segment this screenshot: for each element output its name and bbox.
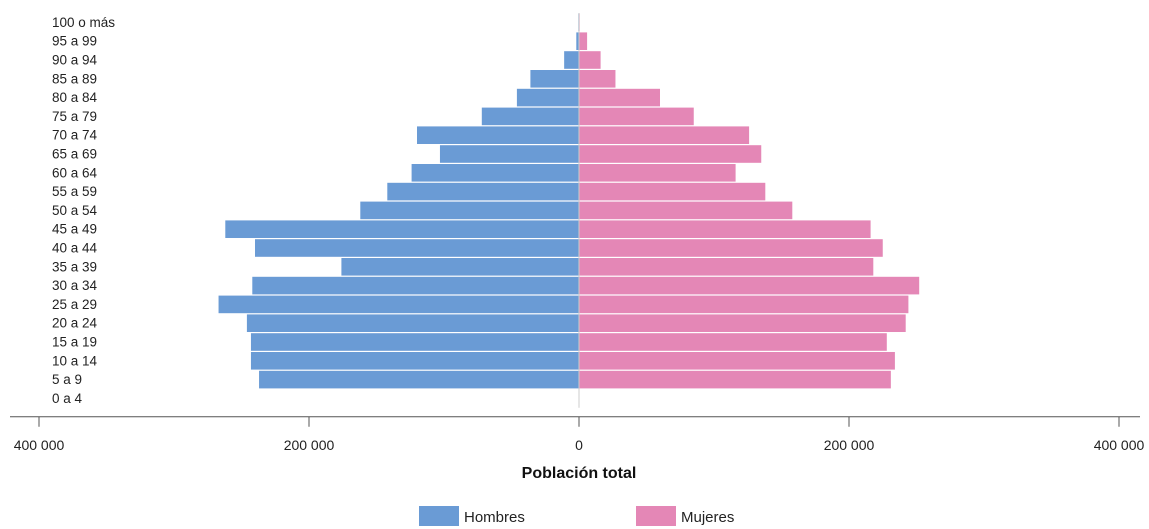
age-group-label: 60 a 64 xyxy=(52,165,98,180)
bar-hombres xyxy=(417,126,579,144)
legend-swatch-hombres xyxy=(419,506,459,526)
bar-hombres xyxy=(255,239,579,257)
age-group-label: 45 a 49 xyxy=(52,222,97,237)
bar-mujeres xyxy=(579,88,660,107)
bar-hombres xyxy=(341,258,579,276)
bar-mujeres xyxy=(579,51,601,69)
age-group-label: 30 a 34 xyxy=(52,278,98,293)
bar-mujeres xyxy=(579,295,909,314)
bar-mujeres xyxy=(579,164,736,182)
bar-mujeres xyxy=(579,333,887,351)
age-group-label: 10 a 14 xyxy=(52,353,98,368)
bar-hombres xyxy=(576,32,579,50)
bar-hombres xyxy=(481,107,579,126)
bar-mujeres xyxy=(579,182,766,201)
bar-hombres xyxy=(564,51,579,69)
bar-mujeres xyxy=(579,370,891,389)
bar-hombres xyxy=(516,88,579,107)
bar-mujeres xyxy=(579,352,895,370)
x-tick-label: 200 000 xyxy=(284,437,335,453)
legend-label-mujeres: Mujeres xyxy=(681,509,734,526)
age-group-label: 85 a 89 xyxy=(52,71,97,86)
bar-hombres xyxy=(387,182,579,201)
x-ticks-group: 400 000 200 000 0 200 000 400 000 xyxy=(14,416,1145,453)
bars-group xyxy=(218,13,920,389)
age-group-label: 20 a 24 xyxy=(52,316,98,331)
age-group-label: 40 a 44 xyxy=(52,241,98,256)
bar-mujeres xyxy=(579,126,750,144)
bar-mujeres xyxy=(579,276,920,295)
age-group-label: 70 a 74 xyxy=(52,128,98,143)
bar-hombres xyxy=(360,201,579,220)
bar-mujeres xyxy=(579,239,883,257)
age-group-label: 80 a 84 xyxy=(52,90,98,105)
legend: Hombres Mujeres xyxy=(419,506,734,526)
bar-hombres xyxy=(530,70,579,88)
age-group-label: 25 a 29 xyxy=(52,297,97,312)
bar-hombres xyxy=(225,220,580,238)
bar-mujeres xyxy=(579,314,906,332)
bar-mujeres xyxy=(579,70,616,88)
age-group-label: 95 a 99 xyxy=(52,34,97,49)
x-axis-title: Población total xyxy=(522,465,637,482)
bar-mujeres xyxy=(579,201,793,220)
bar-hombres xyxy=(250,333,579,351)
legend-label-hombres: Hombres xyxy=(464,509,525,526)
bar-mujeres xyxy=(579,107,694,126)
bar-mujeres xyxy=(579,32,588,50)
x-tick-label: 0 xyxy=(575,437,583,453)
age-group-label: 15 a 19 xyxy=(52,335,97,350)
x-tick-label: 400 000 xyxy=(1094,437,1145,453)
age-group-label: 65 a 69 xyxy=(52,147,97,162)
bar-hombres xyxy=(218,295,580,314)
age-group-label: 0 a 4 xyxy=(52,391,83,406)
bar-hombres xyxy=(250,352,579,370)
legend-swatch-mujeres xyxy=(636,506,676,526)
x-tick-label: 200 000 xyxy=(824,437,875,453)
bar-hombres xyxy=(411,164,579,182)
x-tick-label: 400 000 xyxy=(14,437,65,453)
bar-hombres xyxy=(259,370,579,389)
bar-mujeres xyxy=(579,220,871,238)
bar-hombres xyxy=(246,314,579,332)
bar-hombres xyxy=(439,145,579,163)
age-group-label: 50 a 54 xyxy=(52,203,98,218)
bar-mujeres xyxy=(579,258,874,276)
bar-mujeres xyxy=(579,145,762,163)
age-group-label: 35 a 39 xyxy=(52,259,97,274)
age-labels-group: 100 o más 95 a 99 90 a 94 85 a 89 80 a 84 75 … xyxy=(52,15,115,406)
age-group-label: 5 a 9 xyxy=(52,372,82,387)
bar-hombres xyxy=(252,276,580,295)
age-group-label: 100 o más xyxy=(52,15,115,30)
age-group-label: 75 a 79 xyxy=(52,109,97,124)
age-group-label: 55 a 59 xyxy=(52,184,97,199)
age-group-label: 90 a 94 xyxy=(52,53,98,68)
